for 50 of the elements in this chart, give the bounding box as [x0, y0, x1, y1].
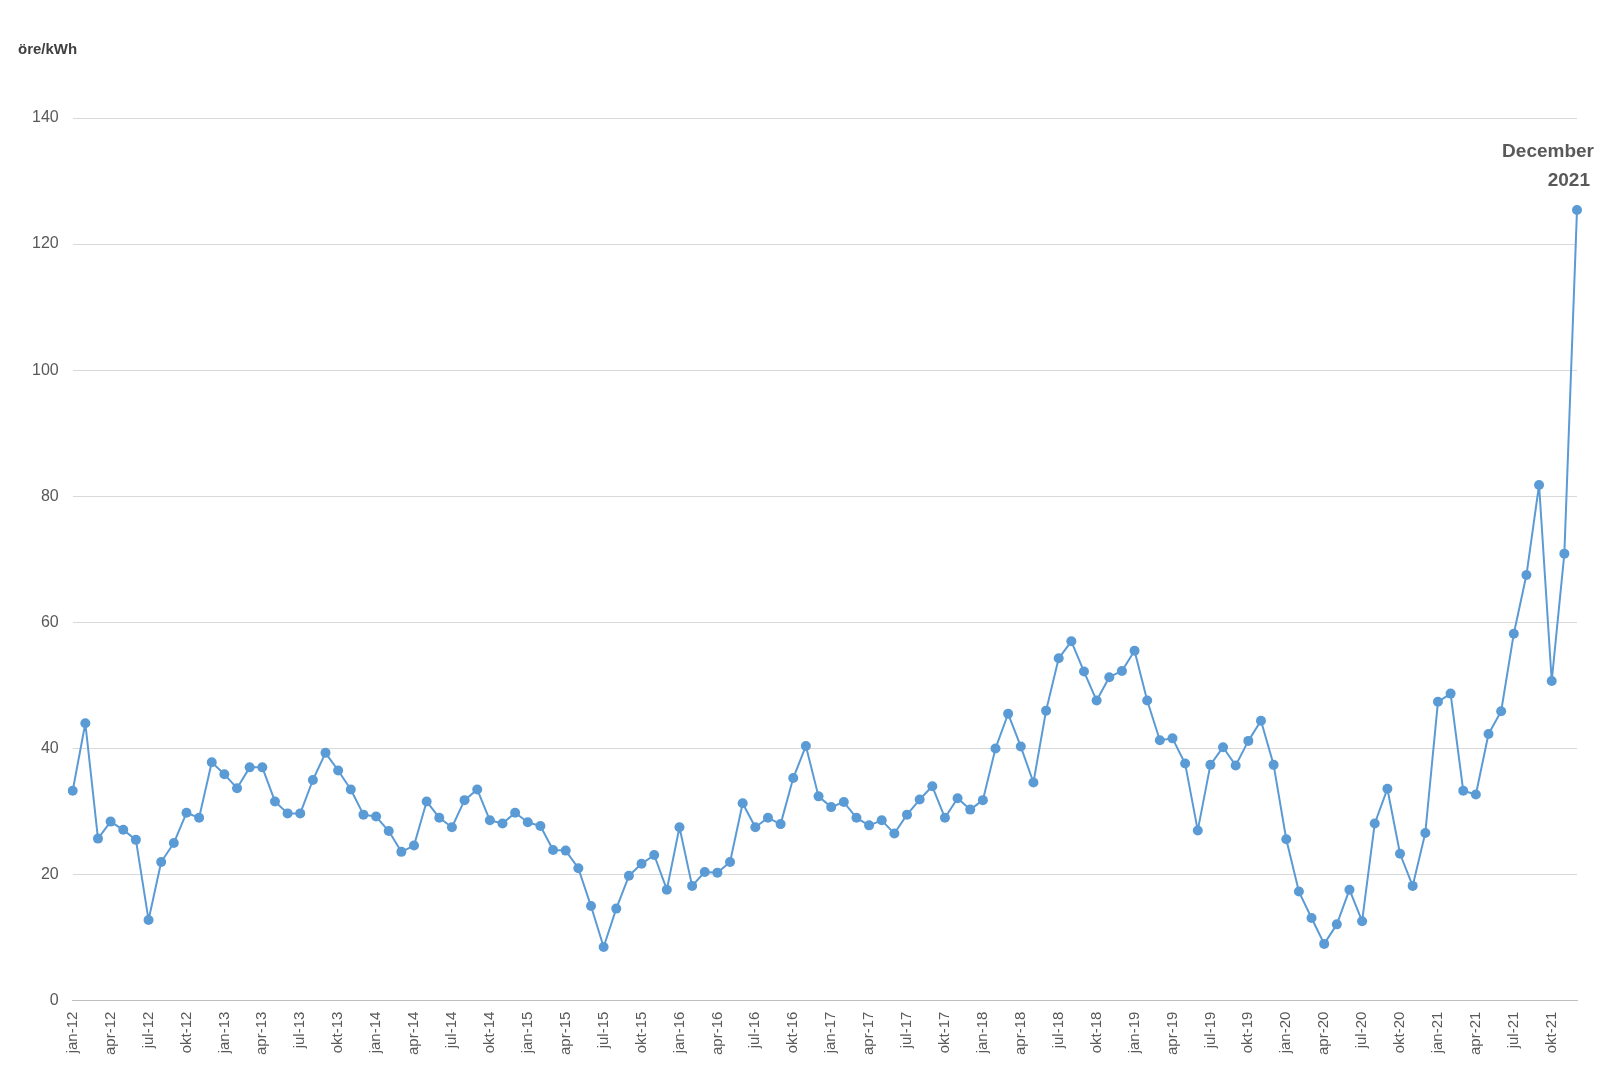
x-tick-label: jul-15	[593, 1011, 611, 1050]
x-tick-label: apr-13	[252, 1011, 270, 1055]
x-tick-label: jan-19	[1124, 1011, 1142, 1055]
x-tick-label: apr-18	[1010, 1011, 1028, 1055]
x-tick-label: okt-18	[1086, 1011, 1104, 1054]
x-tick-label: apr-17	[859, 1011, 877, 1055]
x-tick-label: apr-14	[404, 1011, 422, 1055]
y-tick-label: 40	[40, 738, 59, 756]
x-tick-label: jan-13	[214, 1011, 232, 1055]
x-tick-label: okt-12	[176, 1011, 194, 1054]
x-tick-label: jul-19	[1200, 1011, 1218, 1050]
x-tick-label: okt-19	[1238, 1011, 1256, 1054]
x-tick-label: apr-19	[1162, 1011, 1180, 1055]
y-axis-title: öre/kWh	[18, 40, 78, 58]
x-tick-label: jan-14	[366, 1011, 384, 1055]
y-tick-label: 0	[49, 991, 59, 1009]
x-tick-label: jan-12	[62, 1011, 80, 1055]
x-tick-label: jan-17	[821, 1011, 839, 1055]
y-tick-label: 80	[40, 486, 59, 504]
x-tick-label: okt-16	[783, 1011, 801, 1054]
y-tick-label: 60	[40, 612, 59, 630]
x-tick-label: jul-17	[897, 1011, 915, 1050]
x-tick-label: okt-15	[631, 1011, 649, 1054]
x-tick-label: jul-21	[1503, 1011, 1521, 1050]
x-tick-label: okt-13	[328, 1011, 346, 1054]
x-tick-label: jan-16	[669, 1011, 687, 1055]
x-tick-label: jul-20	[1352, 1011, 1370, 1050]
x-tick-label: apr-16	[707, 1011, 725, 1055]
y-tick-label: 20	[40, 864, 59, 882]
x-tick-label: jan-20	[1276, 1011, 1294, 1055]
y-tick-label: 120	[31, 234, 59, 252]
x-tick-label: okt-17	[935, 1011, 953, 1054]
x-tick-label: okt-14	[480, 1011, 497, 1054]
x-tick-label: apr-15	[555, 1011, 573, 1055]
x-tick-label: jul-13	[290, 1011, 308, 1050]
x-tick-label: jan-15	[517, 1011, 535, 1055]
x-tick-label: okt-21	[1541, 1011, 1559, 1054]
x-tick-label: jul-18	[1048, 1011, 1066, 1050]
x-tick-label: apr-21	[1466, 1011, 1484, 1055]
x-tick-label: okt-20	[1390, 1011, 1408, 1054]
y-tick-label: 140	[31, 108, 59, 126]
y-tick-label: 100	[31, 360, 59, 378]
x-tick-label: jul-12	[138, 1011, 156, 1050]
x-tick-label: apr-12	[100, 1011, 118, 1055]
x-tick-label: jul-14	[442, 1011, 460, 1050]
x-tick-label: jul-16	[745, 1011, 763, 1050]
x-tick-label: apr-20	[1314, 1011, 1332, 1055]
x-tick-label: jan-21	[1428, 1011, 1446, 1055]
x-tick-label: jan-18	[973, 1011, 990, 1055]
annotation: December 2021	[1502, 140, 1595, 191]
